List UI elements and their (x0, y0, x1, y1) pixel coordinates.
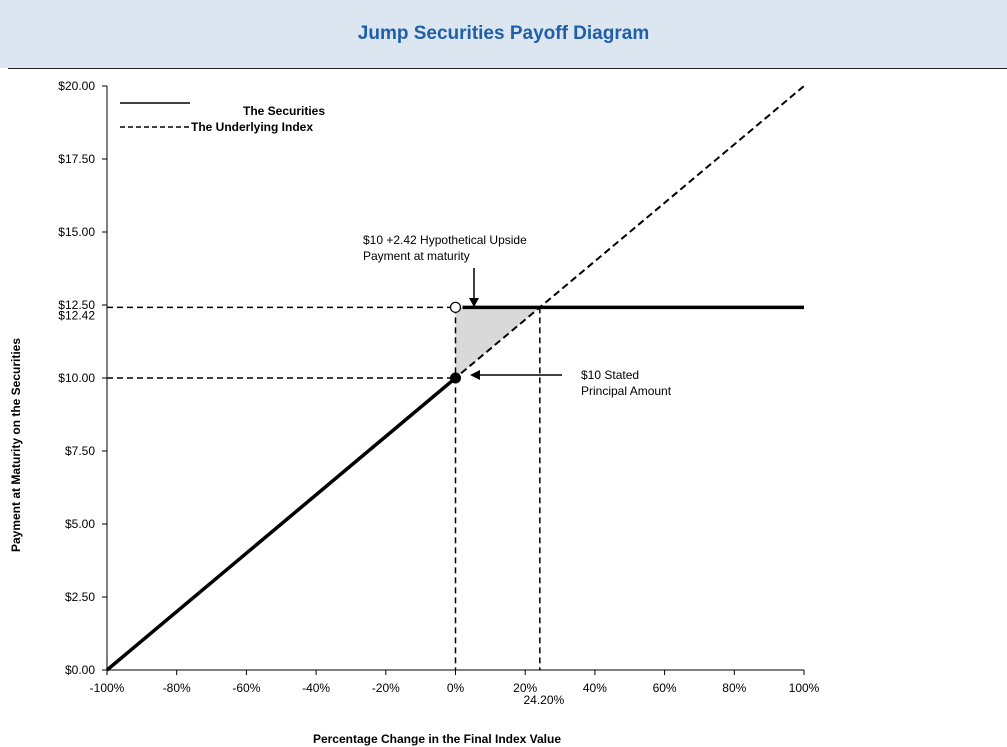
y-tick-label: $2.50 (65, 590, 95, 604)
header-divider (8, 68, 1007, 69)
x-tick-label: 40% (583, 681, 607, 695)
x-tick-label: 60% (653, 681, 677, 695)
y-value-label: $12.42 (58, 308, 95, 322)
annotation-upside-arrowhead (469, 298, 479, 307)
annotation-upside-line-1: $10 +2.42 Hypothetical Upside (363, 233, 527, 247)
legend-label-securities: The Securities (243, 104, 325, 118)
filled-point-marker (450, 372, 461, 384)
x-axis-title: Percentage Change in the Final Index Val… (313, 732, 561, 746)
y-tick-label: $12.50 (58, 298, 95, 312)
x-tick-label: 100% (789, 681, 820, 695)
y-tick-label: $20.00 (58, 79, 95, 93)
y-axis-title: Payment at Maturity on the Securities (9, 338, 23, 552)
y-tick-label: $5.00 (65, 517, 95, 531)
y-tick-label: $10.00 (58, 371, 95, 385)
x-tick-label: -80% (163, 681, 191, 695)
annotation-principal-line-2: Principal Amount (581, 384, 672, 398)
annotation-principal-line-1: $10 Stated (581, 368, 639, 382)
y-tick-label: $7.50 (65, 444, 95, 458)
x-tick-label: -60% (232, 681, 260, 695)
x-tick-label: -20% (372, 681, 400, 695)
annotation-principal-arrowhead (470, 370, 480, 380)
x-tick-label: 0% (447, 681, 465, 695)
legend-label-underlying-index: The Underlying Index (191, 120, 313, 134)
x-tick-label: 80% (722, 681, 746, 695)
header-bar: Jump Securities Payoff Diagram (0, 0, 1007, 68)
annotation-upside-line-2: Payment at maturity (363, 249, 470, 263)
x-tick-label: 20% (513, 681, 537, 695)
x-tick-label: -100% (90, 681, 125, 695)
x-tick-label: -40% (302, 681, 330, 695)
series-securities-line (105, 376, 457, 672)
page-title: Jump Securities Payoff Diagram (357, 23, 650, 44)
x-value-label: 24.20% (523, 693, 564, 707)
open-point-marker (449, 301, 462, 313)
y-tick-label: $17.50 (58, 152, 95, 166)
y-tick-label: $0.00 (65, 663, 95, 677)
y-tick-label: $15.00 (58, 225, 95, 239)
